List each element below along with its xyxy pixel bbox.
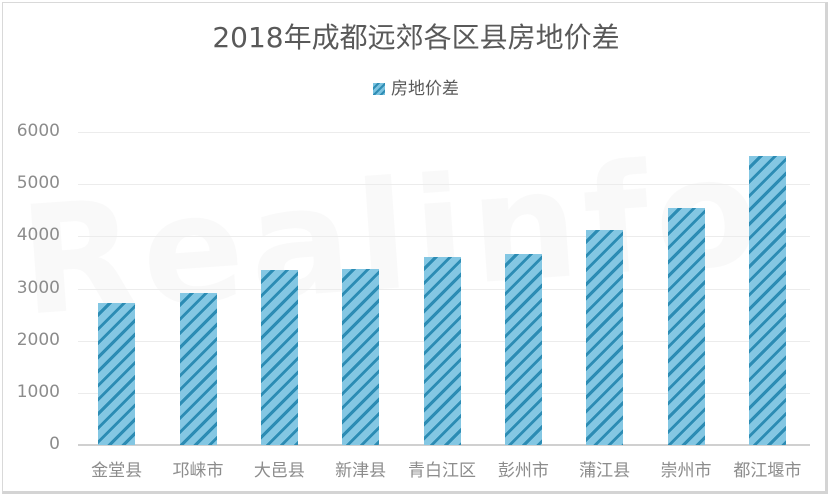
y-tick-label: 0 <box>49 434 60 454</box>
x-tick-label: 金堂县 <box>91 461 143 481</box>
bar[interactable] <box>423 257 461 445</box>
bar[interactable] <box>504 254 542 445</box>
x-tick-label: 彭州市 <box>497 461 549 481</box>
x-axis-line <box>78 444 810 446</box>
x-tick-label: 青白江区 <box>408 461 476 481</box>
bar[interactable] <box>748 155 786 445</box>
y-tick-label: 6000 <box>16 121 60 141</box>
legend: 房地价差 <box>0 74 832 99</box>
bar[interactable] <box>667 208 705 445</box>
y-tick-label: 5000 <box>16 173 60 194</box>
x-tick-label: 新津县 <box>335 461 387 481</box>
gridline <box>78 132 810 133</box>
bar[interactable] <box>179 293 217 445</box>
x-tick-label: 邛崃市 <box>172 461 224 481</box>
gridline <box>78 236 810 238</box>
gridline <box>78 184 810 186</box>
legend-label: 房地价差 <box>391 79 459 99</box>
y-tick-label: 3000 <box>16 277 60 298</box>
x-tick-label: 都江堰市 <box>733 461 802 481</box>
y-tick-label: 4000 <box>16 225 60 246</box>
legend-swatch-icon <box>373 83 385 95</box>
x-tick-label: 蒲江县 <box>579 461 631 481</box>
x-tick-label: 崇州市 <box>660 461 712 481</box>
y-tick-label: 2000 <box>16 329 60 350</box>
bar[interactable] <box>260 270 298 445</box>
bar[interactable] <box>586 230 624 445</box>
bar[interactable] <box>342 269 380 445</box>
bar[interactable] <box>98 302 136 445</box>
y-tick-label: 1000 <box>16 381 60 402</box>
chart-title: 2018年成都远郊各区县房地价差 <box>212 21 620 54</box>
x-tick-label: 大邑县 <box>253 461 305 481</box>
